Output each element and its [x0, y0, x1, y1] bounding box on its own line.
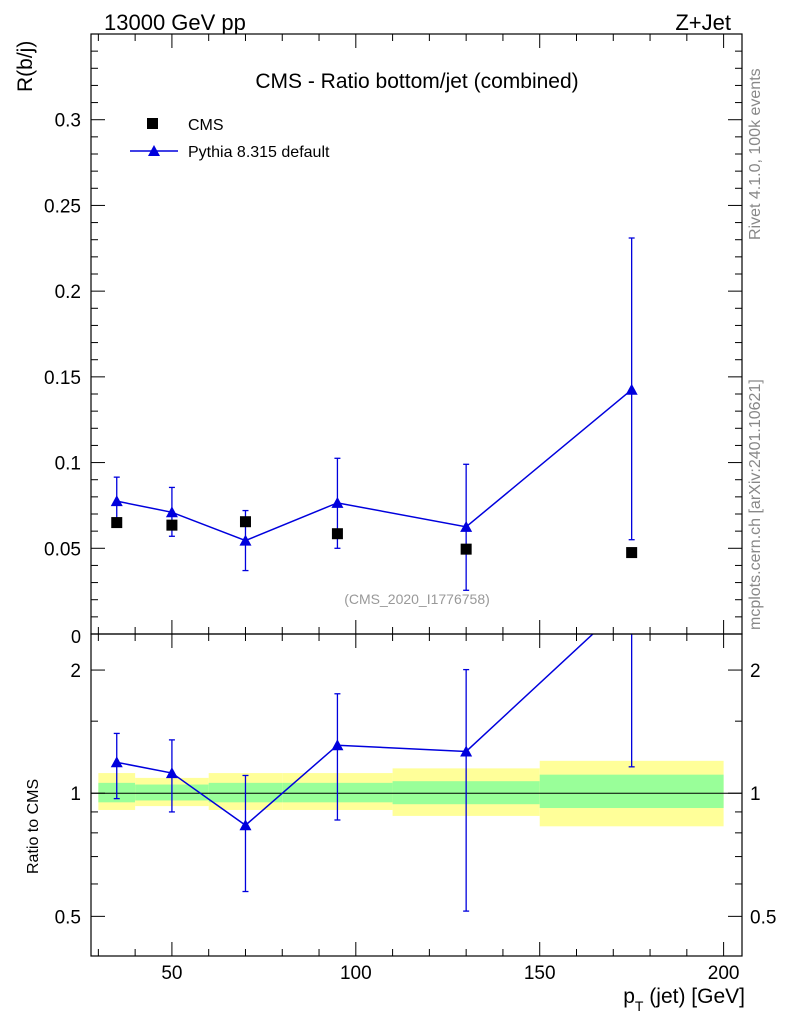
cms-point [331, 528, 343, 540]
mcplots-url-label: mcplots.cern.ch [arXiv:2401.10621] [747, 379, 764, 630]
main-panel: 0.05 0.1 0.15 0.2 0.25 0.3 CMS - Ratio bottom… [14, 33, 743, 647]
x-tick-label: 50 [161, 963, 182, 984]
mc-line [116, 389, 633, 542]
main-marks [110, 237, 638, 591]
ratio-mc-line [116, 634, 594, 827]
x-axis-label: pT (jet) [GeV] [623, 985, 745, 1014]
ratio-mc-point [110, 756, 123, 768]
cms-point [166, 519, 178, 531]
x-axis-label-sub: T [635, 998, 644, 1014]
ratio-y-tick-label: 2 [70, 661, 81, 682]
x-tick-label: 150 [524, 963, 556, 984]
ratio-mc-point [165, 767, 178, 779]
mc-point [460, 520, 473, 532]
mc-point [110, 495, 123, 507]
ratio-marks [110, 592, 638, 912]
legend-cms-label: CMS [188, 117, 224, 134]
ratio-y-tick-label-right: 2 [750, 661, 761, 682]
cms-point [239, 516, 251, 528]
legend-mc-label: Pythia 8.315 default [188, 144, 330, 161]
main-y-tick-label: 0.1 [55, 454, 81, 475]
chart-title: CMS - Ratio bottom/jet (combined) [255, 70, 578, 93]
header-right: Z+Jet [675, 10, 731, 35]
legend: CMS Pythia 8.315 default [130, 117, 330, 161]
mc-point [625, 383, 638, 395]
x-tick-label: 100 [340, 963, 372, 984]
main-ticks: 0.05 0.1 0.15 0.2 0.25 0.3 [44, 34, 742, 634]
ratio-y-tick-label: 1 [70, 784, 81, 805]
main-y-axis-label: R(b/j) [14, 41, 37, 92]
ratio-mc-point [460, 745, 473, 757]
ratio-mc-point [239, 819, 252, 831]
rivet-version-label: Rivet 4.1.0, 100k events [747, 68, 764, 240]
ratio-panel-frame [90, 633, 743, 957]
ratio-y-tick-label-right: 1 [750, 784, 761, 805]
mc-point [331, 496, 344, 508]
main-y-tick-label: 0.3 [55, 111, 81, 132]
x-axis-label-rest: (jet) [GeV] [643, 985, 745, 1008]
ratio-band-inner [539, 774, 724, 809]
mc-point [165, 506, 178, 518]
cms-point [111, 517, 123, 529]
cms-point [460, 543, 472, 555]
analysis-id-label: (CMS_2020_I1776758) [344, 591, 490, 607]
ratio-y-tick-label: 0.5 [55, 907, 81, 928]
ratio-panel: 50 100 150 200 0.5 0.5 1 1 2 2 Ratio to CMS [25, 592, 776, 984]
cms-point [626, 547, 638, 559]
ratio-y-axis-label: Ratio to CMS [25, 779, 42, 874]
legend-cms-marker [147, 118, 158, 129]
main-y-tick-label: 0.25 [44, 196, 81, 217]
ratio-mc-point [331, 739, 344, 751]
main-y-tick-label: 0.15 [44, 368, 81, 389]
ratio-ticks: 50 100 150 200 0.5 0.5 1 1 2 2 [55, 634, 776, 984]
x-axis-label-main: p [623, 985, 635, 1008]
main-y-tick-label: 0.05 [44, 539, 81, 560]
ratio-y-tick-label-right: 0.5 [750, 907, 776, 928]
x-tick-label: 200 [708, 963, 740, 984]
ratio-mc-point [626, 592, 638, 603]
main-y-tick-label: 0.2 [55, 282, 81, 303]
legend-mc-marker [148, 145, 160, 156]
main-y-zero-label: 0 [71, 627, 81, 647]
header-left: 13000 GeV pp [104, 10, 246, 35]
mc-point [239, 534, 252, 546]
